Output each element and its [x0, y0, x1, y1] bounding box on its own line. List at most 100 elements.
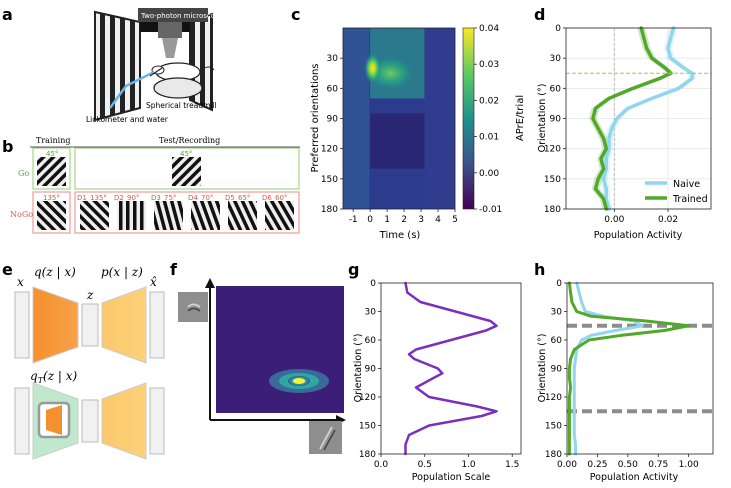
stimulus-panel: Training Test/Recording Go 45° 45° NoGo …	[10, 136, 300, 234]
lickometer	[108, 70, 155, 109]
chart-h-frame	[566, 282, 714, 455]
x-tick-label: 0.25	[587, 460, 607, 470]
chart-d-xlabel: Population Activity	[594, 230, 683, 241]
y-tick-label: 90	[365, 365, 377, 375]
y-tick-label: 60	[551, 336, 563, 346]
chart-d-ylabel: Orientation (°)	[537, 84, 548, 153]
y-tick-label: 120	[545, 393, 562, 403]
x-tick-label: 5	[452, 215, 458, 225]
chart-g-ticks: 0.0 0.5 1.0 1.5 0 30 60 90 120 150 180	[359, 279, 520, 470]
chart-g-xlabel: Population Scale	[412, 472, 491, 483]
nogo-test-angle: 65°	[238, 194, 250, 202]
left-screen	[94, 10, 141, 122]
training-header: Training	[36, 136, 70, 145]
latent-space	[216, 286, 344, 413]
nogo-test-grating	[154, 201, 183, 230]
y-tick-label: 150	[545, 422, 562, 432]
nogo-test-grating	[228, 201, 257, 230]
x-label: x	[17, 275, 24, 289]
go-training-angle: 45°	[46, 150, 58, 158]
nogo-test-angle: 90°	[127, 194, 139, 202]
colorbar-label: APrE/trial	[515, 95, 526, 141]
legend-label-trained: Trained	[672, 194, 708, 205]
series-line-naive	[572, 281, 644, 456]
panel-label-d: d	[534, 5, 545, 24]
nogo-test-label: D5	[225, 194, 235, 202]
y-tick-label: 90	[551, 365, 563, 375]
nogo-test-angle: 60°	[275, 194, 287, 202]
y-tick-label: 150	[544, 175, 561, 185]
series-line-trained	[591, 26, 673, 211]
x-tick-label: 1.0	[461, 460, 476, 470]
output-block	[149, 291, 165, 359]
colorbar-tick-label: 0.03	[479, 60, 499, 70]
chart-g-ylabel: Orientation (°)	[353, 334, 364, 403]
panel-label-b: b	[2, 137, 13, 156]
x-tick-label: 4	[435, 215, 441, 225]
decoder-label: p(x | z)	[101, 265, 143, 279]
go-test-box	[74, 147, 300, 190]
test-header: Test/Recording	[159, 136, 220, 145]
nogo-test-angle: 70°	[201, 194, 213, 202]
latent-block-task	[81, 399, 99, 443]
decoder-block	[101, 286, 147, 364]
panel-label-g: g	[348, 260, 359, 279]
nogo-test-angle: 75°	[164, 194, 176, 202]
heatmap-xlabel: Time (s)	[379, 230, 421, 241]
chart-d-ticks: 0.00 0.02 0 30 60 90 120 150 180	[544, 24, 678, 225]
chart-h-ticks: 0.00 0.25 0.50 0.75 1.00 0 30 60 90 120 150 180	[545, 279, 699, 470]
heatmap-post-region	[424, 28, 455, 209]
panel-label-c: c	[291, 5, 300, 24]
go-test-angle: 45°	[180, 150, 192, 158]
go-test-grating	[172, 157, 201, 186]
go-training-grating	[37, 157, 66, 186]
panel-label-a: a	[2, 5, 13, 24]
x-tick-label: 0.00	[557, 460, 577, 470]
nogo-test-grating	[117, 201, 146, 230]
gabor-vertical-icon	[178, 292, 208, 322]
y-tick-label: 60	[327, 84, 339, 94]
x-tick-label: -1	[349, 215, 358, 225]
y-tick-label: 30	[551, 308, 563, 318]
y-tick-label: 30	[365, 308, 377, 318]
encoder-label: q(z | x)	[34, 265, 76, 279]
x-tick-label: 1	[384, 215, 390, 225]
nogo-training-grating	[37, 201, 66, 230]
scale-chart-g: 0.0 0.5 1.0 1.5 0 30 60 90 120 150 180 Population …	[353, 279, 522, 483]
x-tick-label: 0	[367, 215, 373, 225]
x-tick-label: 0.5	[418, 460, 432, 470]
nogo-test-grating	[191, 201, 220, 230]
y-tick-label: 150	[321, 175, 338, 185]
colorbar-ticks: -0.01 0.00 0.01 0.02 0.03 0.04	[474, 24, 502, 215]
go-training-box	[32, 147, 71, 190]
y-tick-label: 120	[544, 145, 561, 155]
input-block	[14, 291, 30, 359]
x-tick-label: 0.75	[648, 460, 668, 470]
nogo-label: NoGo	[10, 210, 33, 219]
colorbar-tick-label: 0.04	[479, 24, 499, 34]
z-label: z	[86, 288, 94, 302]
heatmap-chart: -1 0 1 2 3 4 5 30 60 90 120 150 180 Time (s) Preferr…	[310, 24, 526, 241]
y-tick-label: 180	[545, 450, 562, 460]
colorbar-tick-label: 0.00	[479, 169, 499, 179]
nogo-training-box	[32, 191, 71, 234]
series-line-trained	[567, 281, 691, 456]
legend-label-naive: Naive	[673, 179, 700, 190]
y-tick-label: 150	[359, 422, 376, 432]
x-tick-label: 2	[401, 215, 407, 225]
heatmap-suppressed-band	[370, 113, 425, 169]
y-tick-label: 120	[321, 145, 338, 155]
chart-d-lines	[566, 26, 711, 211]
heatmap-baseline-region	[343, 28, 370, 209]
nogo-test-label: D2	[114, 194, 124, 202]
heatmap-ticks: -1 0 1 2 3 4 5 30 60 90 120 150 180	[321, 54, 458, 225]
y-tick-label: 180	[359, 450, 376, 460]
nogo-test-grating	[265, 201, 294, 230]
chart-h-xlabel: Population Activity	[590, 472, 679, 483]
setup-illustration: Two-photon microscope Spherical treadmil…	[86, 8, 224, 124]
go-label: Go	[18, 169, 29, 178]
colorbar-tick-label: 0.01	[479, 133, 499, 143]
nogo-test-label: D3	[151, 194, 161, 202]
y-tick-label: 180	[544, 205, 561, 215]
